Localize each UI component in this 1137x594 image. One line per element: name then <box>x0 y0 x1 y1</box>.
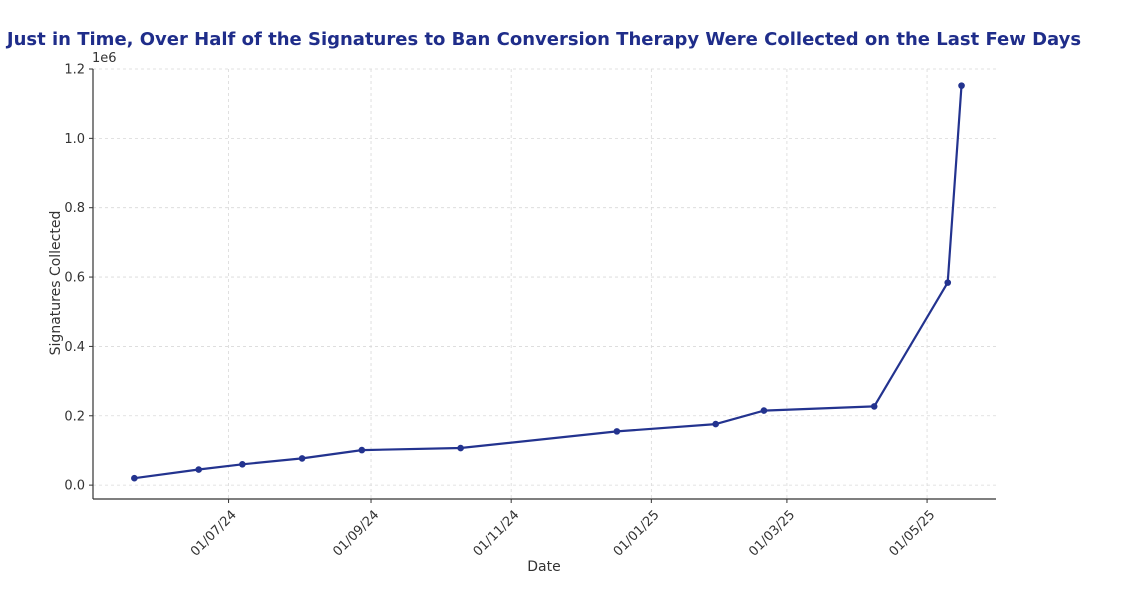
data-point <box>239 461 246 468</box>
x-tick-label: 01/07/24 <box>188 508 240 560</box>
x-tick-label: 01/11/24 <box>471 508 523 560</box>
x-tick-label: 01/03/25 <box>746 508 798 560</box>
data-point <box>760 407 768 414</box>
data-point <box>457 444 464 452</box>
data-point <box>958 82 965 89</box>
series-layer <box>131 82 965 482</box>
y-tick-label: 1.0 <box>64 132 85 147</box>
y-axis-label: Signatures Collected <box>48 211 64 356</box>
x-axis-label: Date <box>527 559 560 575</box>
data-point <box>298 455 306 462</box>
data-point <box>358 446 366 454</box>
y-tick-label: 0.8 <box>64 201 85 216</box>
y-tick-label: 0.4 <box>64 340 85 355</box>
y-tick-label: 1.2 <box>64 63 85 78</box>
grid-layer <box>93 68 996 499</box>
series-line <box>134 85 963 480</box>
data-point <box>944 279 952 286</box>
data-point <box>131 474 138 482</box>
axes-layer <box>92 69 996 500</box>
x-tick-label: 01/01/25 <box>611 508 663 560</box>
x-tick-label: 01/09/24 <box>330 508 382 560</box>
data-point <box>712 420 719 428</box>
y-tick-label: 0.2 <box>64 409 85 424</box>
y-tick-label: 0.6 <box>64 271 85 286</box>
y-offset-label: 1e6 <box>92 51 117 66</box>
data-point <box>613 428 621 435</box>
y-tick-label: 0.0 <box>64 479 85 494</box>
data-point <box>870 403 878 410</box>
data-point <box>195 466 202 473</box>
x-tick-label: 01/05/25 <box>886 508 938 560</box>
chart-title: Just in Time, Over Half of the Signature… <box>5 29 1081 50</box>
